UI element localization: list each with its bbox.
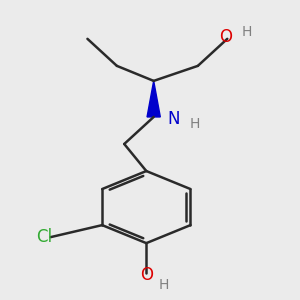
Text: N: N [168,110,180,128]
Text: O: O [140,266,153,284]
Text: Cl: Cl [36,228,52,246]
Text: H: H [190,117,200,130]
Polygon shape [147,81,160,117]
Text: H: H [241,25,252,39]
Text: H: H [159,278,169,292]
Text: O: O [219,28,232,46]
